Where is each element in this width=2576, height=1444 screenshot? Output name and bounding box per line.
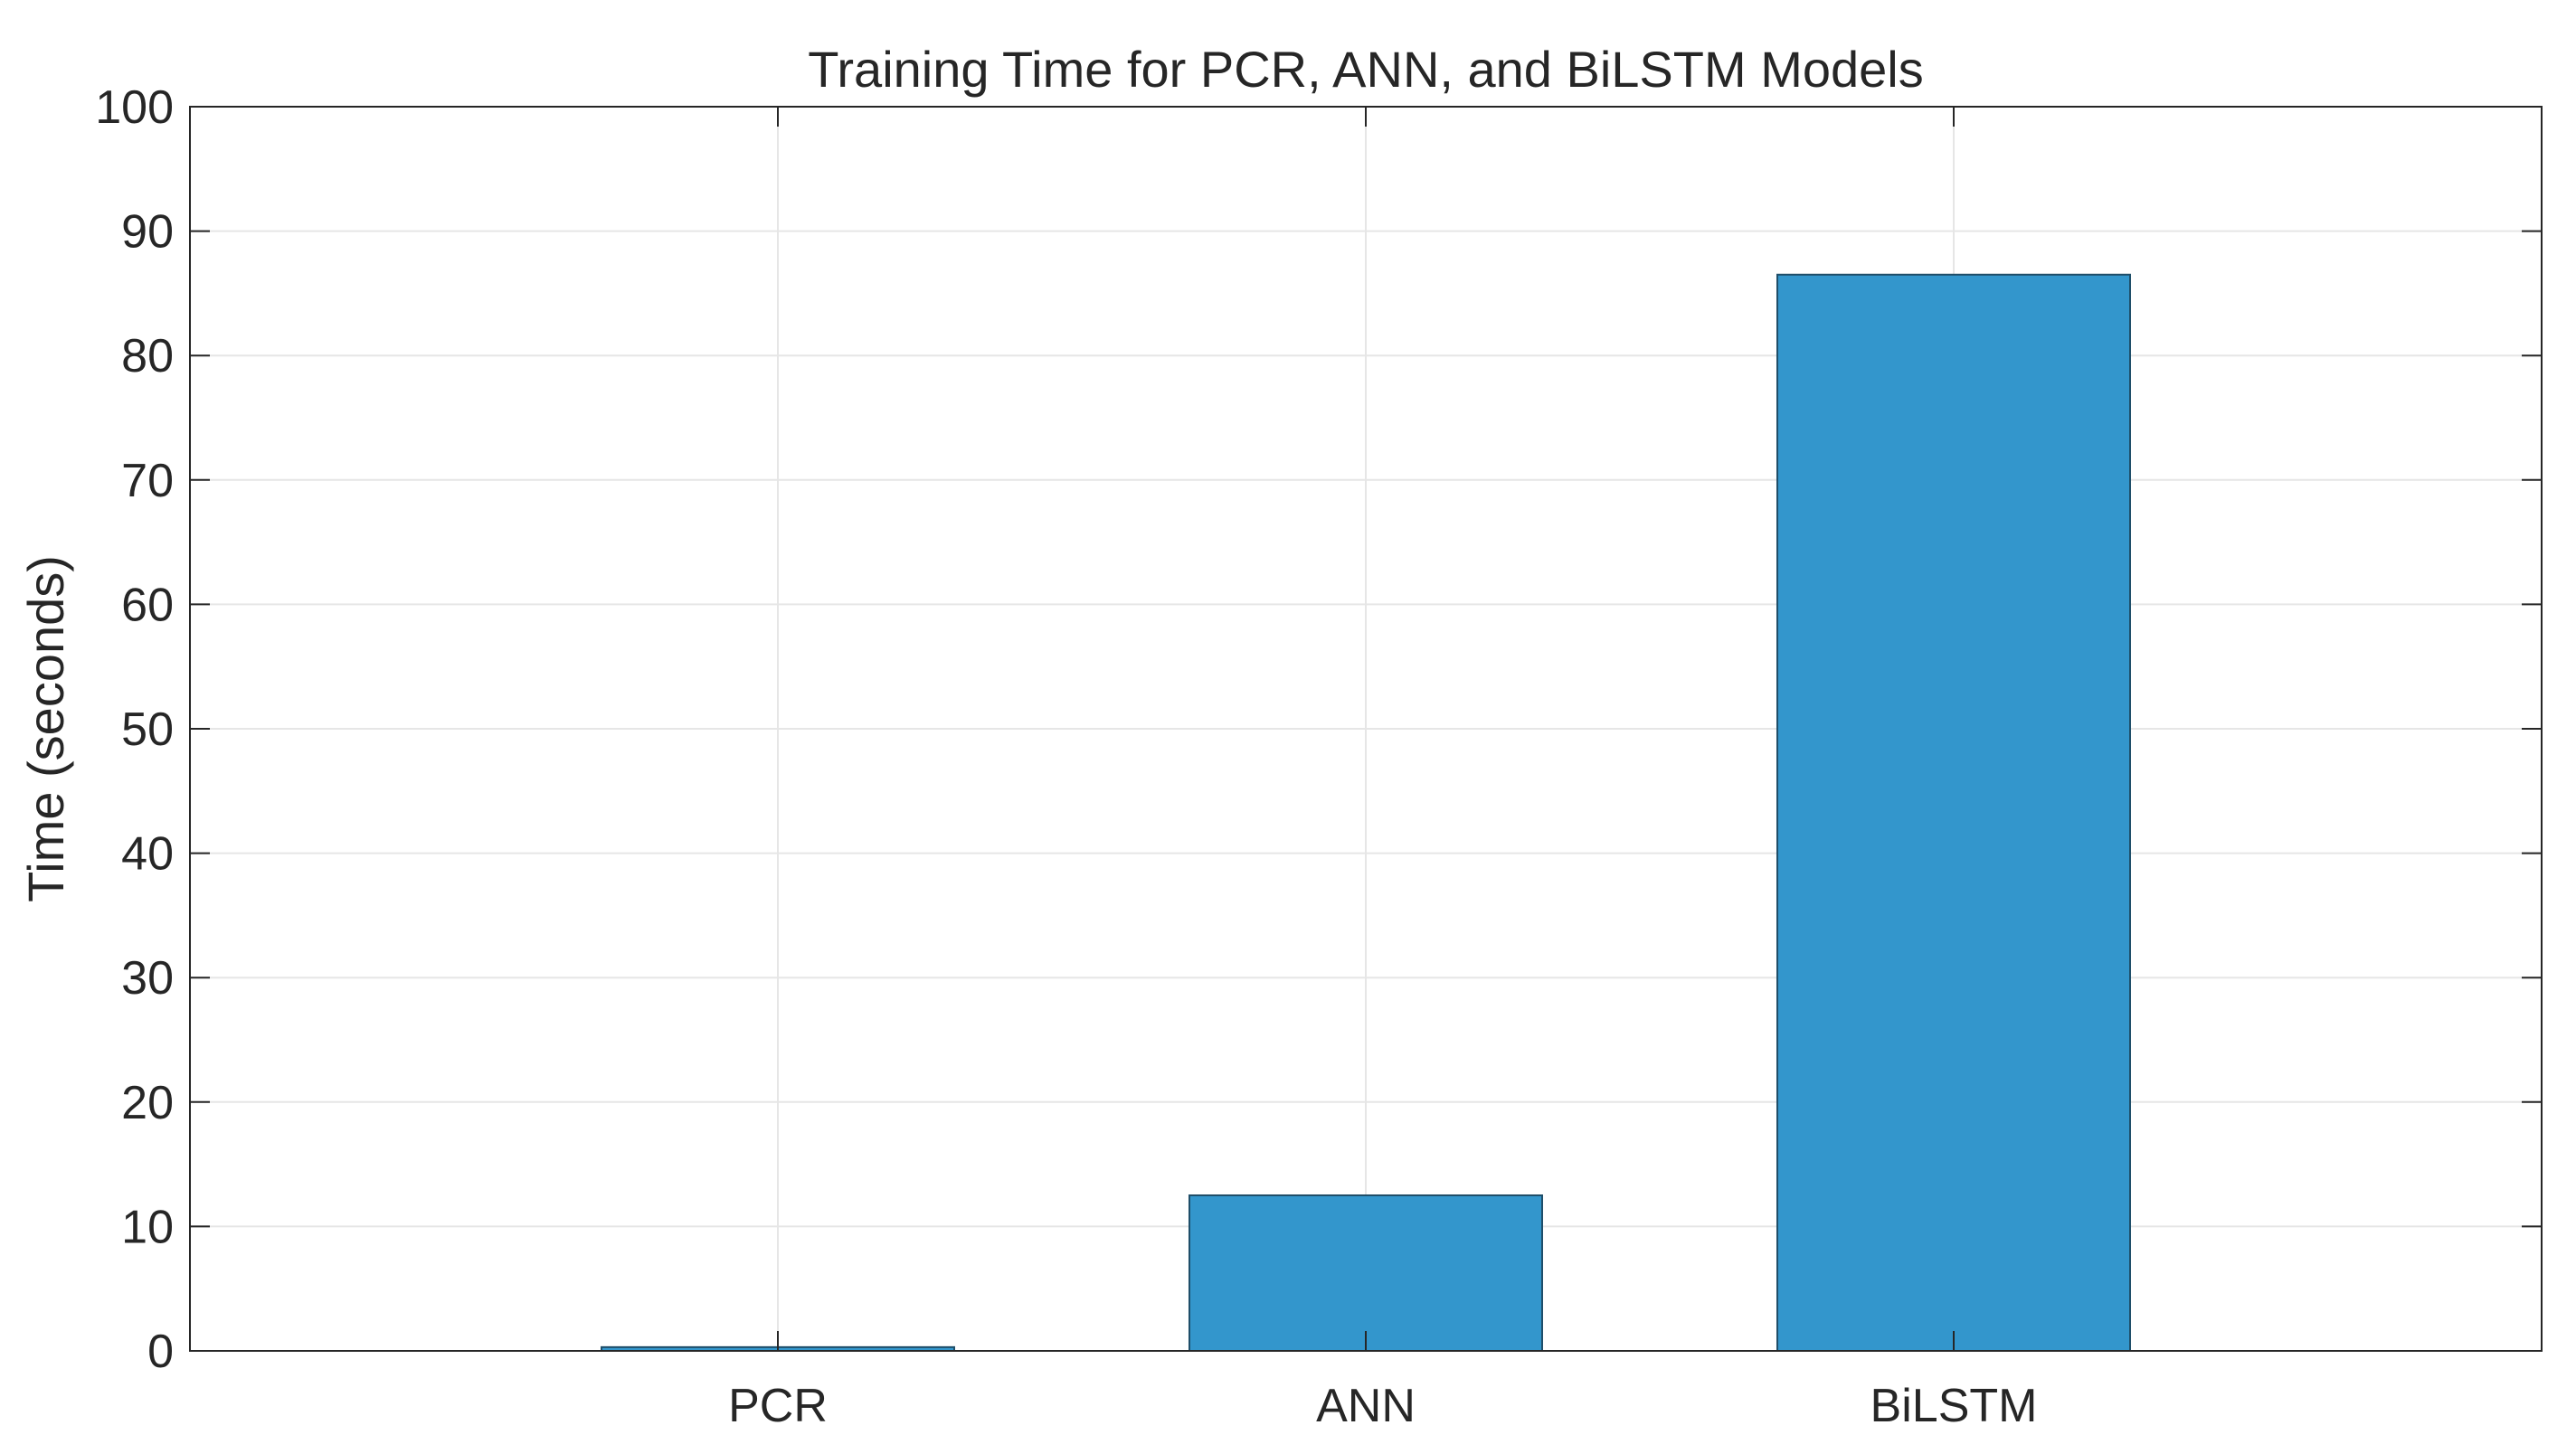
x-tick-label: ANN bbox=[1316, 1380, 1416, 1432]
y-tick-label: 90 bbox=[121, 206, 174, 259]
y-tick-label: 40 bbox=[121, 828, 174, 881]
bar-ann bbox=[1189, 1194, 1543, 1352]
tick-marks bbox=[190, 106, 2542, 1352]
chart-title: Training Time for PCR, ANN, and BiLSTM M… bbox=[808, 41, 1923, 98]
y-tick-label: 30 bbox=[121, 952, 174, 1005]
y-tick-label: 0 bbox=[147, 1326, 174, 1378]
y-tick-label: 70 bbox=[121, 455, 174, 507]
y-axis-label: Time (seconds) bbox=[17, 555, 74, 902]
y-tick-label: 100 bbox=[95, 81, 174, 134]
y-tick-label: 60 bbox=[121, 579, 174, 631]
y-tick-label: 10 bbox=[121, 1201, 174, 1253]
bars bbox=[601, 273, 2131, 1352]
x-tick-label: BiLSTM bbox=[1870, 1380, 2038, 1432]
y-tick-label: 50 bbox=[121, 703, 174, 756]
grid-lines bbox=[190, 107, 2542, 1351]
y-tick-labels: 0 10 20 30 40 50 60 70 80 90 100 bbox=[95, 81, 174, 1378]
x-tick-labels: PCR ANN BiLSTM bbox=[728, 1380, 2037, 1432]
y-tick-label: 20 bbox=[121, 1077, 174, 1129]
bar-bilstm bbox=[1776, 273, 2131, 1352]
y-tick-label: 80 bbox=[121, 330, 174, 382]
x-tick-label: PCR bbox=[728, 1380, 828, 1432]
